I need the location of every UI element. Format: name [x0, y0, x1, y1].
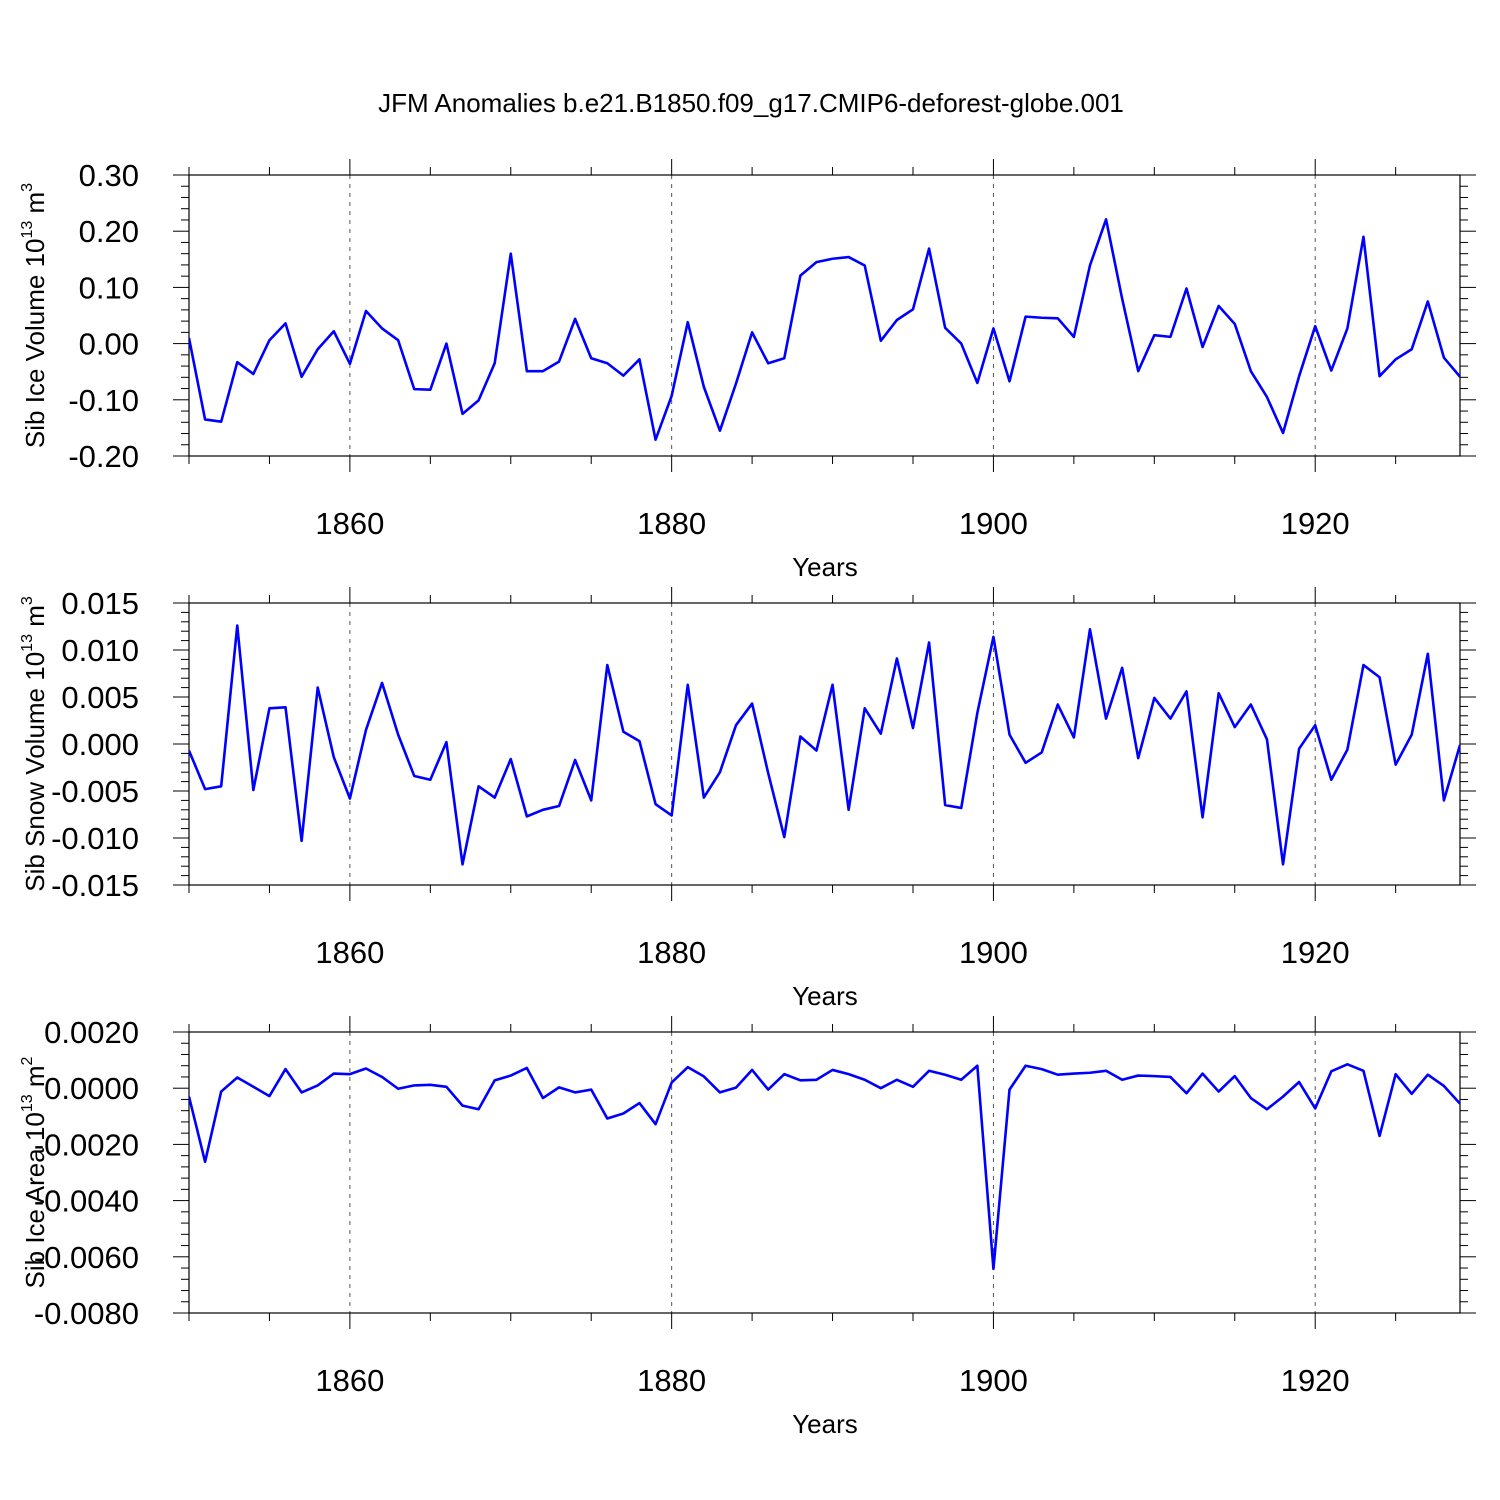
y-tick-label: -0.0020	[34, 1127, 139, 1162]
y-tick-label: -0.005	[51, 774, 139, 809]
y-tick-label: 0.010	[61, 633, 139, 668]
x-axis-title: Years	[792, 1409, 858, 1439]
x-tick-label: 1920	[1281, 506, 1350, 541]
y-tick-label: -0.0080	[34, 1296, 139, 1331]
y-tick-label: 0.0020	[44, 1015, 139, 1050]
x-axis-title: Years	[792, 552, 858, 582]
plot-frame	[188, 174, 1461, 457]
panel-ice-area: 0.0020 0.0000 -0.0020 -0.0040 -0.0060 -0.0080…	[19, 1015, 1476, 1439]
y-axis-title: Sib Snow Volume 1013 m3	[19, 596, 50, 892]
x-tick-label: 1880	[637, 1363, 706, 1398]
series-line	[189, 1063, 1460, 1271]
y-tick-label: -0.10	[68, 383, 139, 418]
y-tick-label: -0.0040	[34, 1184, 139, 1219]
y-tick-label: -0.010	[51, 821, 139, 856]
x-tick-label: 1900	[959, 506, 1028, 541]
series-line	[189, 218, 1460, 442]
figure-title: JFM Anomalies b.e21.B1850.f09_g17.CMIP6-…	[378, 88, 1124, 118]
series-line	[189, 624, 1460, 866]
x-tick-label: 1920	[1281, 1363, 1350, 1398]
x-tick-label: 1900	[959, 935, 1028, 970]
x-tick-label: 1860	[315, 506, 384, 541]
y-tick-label: 0.30	[79, 158, 139, 193]
y-tick-label: 0.005	[61, 680, 139, 715]
x-tick-label: 1900	[959, 1363, 1028, 1398]
y-tick-label: 0.015	[61, 586, 139, 621]
x-tick-label: 1860	[315, 1363, 384, 1398]
y-tick-label: 0.20	[79, 214, 139, 249]
panel-ice-volume: 0.30 0.20 0.10 0.00 -0.10 -0.20 1860 1880 1900 19…	[19, 158, 1476, 582]
y-tick-label: -0.0060	[34, 1240, 139, 1275]
x-tick-label: 1920	[1281, 935, 1350, 970]
y-tick-label: 0.000	[61, 727, 139, 762]
panel-snow-volume: 0.015 0.010 0.005 0.000 -0.005 -0.010 -0.015 18…	[19, 586, 1476, 1011]
x-tick-label: 1860	[315, 935, 384, 970]
y-tick-label: -0.015	[51, 868, 139, 903]
plot-frame	[188, 1031, 1461, 1314]
x-tick-label: 1880	[637, 935, 706, 970]
y-tick-label: 0.10	[79, 270, 139, 305]
x-axis-title: Years	[792, 981, 858, 1011]
y-tick-label: 0.00	[79, 327, 139, 362]
y-tick-label: 0.0000	[44, 1071, 139, 1106]
y-axis-title: Sib Ice Area 1013 m2	[19, 1056, 50, 1288]
x-tick-label: 1880	[637, 506, 706, 541]
y-axis-title: Sib Ice Volume 1013 m3	[19, 183, 50, 448]
y-tick-label: -0.20	[68, 439, 139, 474]
